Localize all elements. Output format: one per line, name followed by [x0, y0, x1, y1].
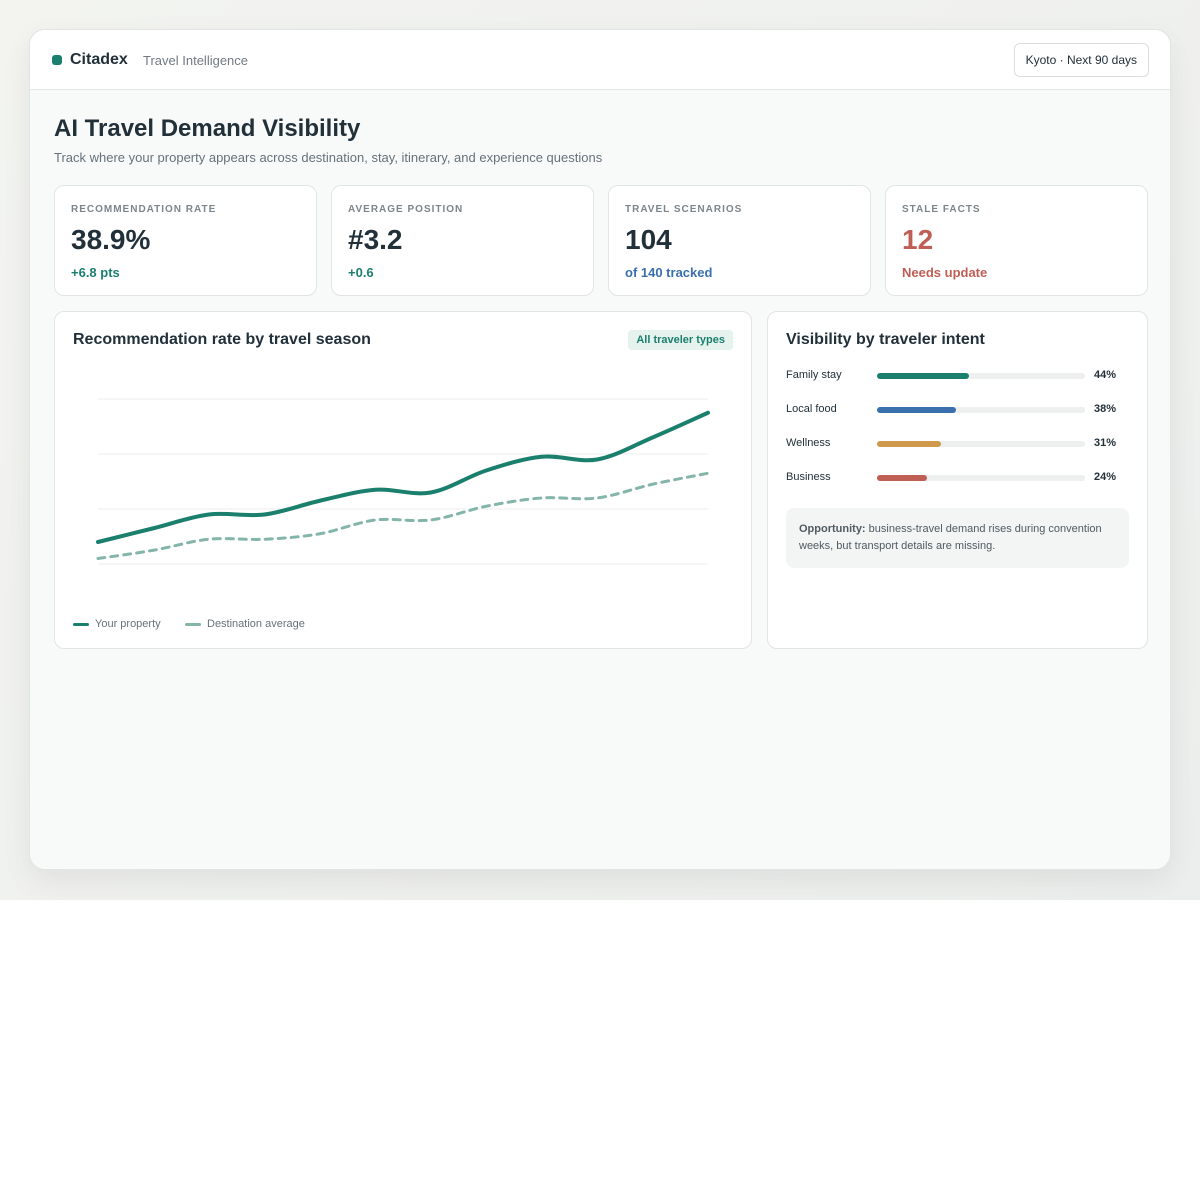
bar-value: 24%: [1094, 471, 1117, 483]
bar-label: Family stay: [786, 369, 842, 381]
filter-button[interactable]: Kyoto · Next 90 days: [1013, 43, 1149, 77]
line-chart: [96, 398, 710, 565]
kpi-card: TRAVEL SCENARIOS 104 of 140 tracked: [608, 185, 871, 296]
legend-swatch: [73, 622, 89, 626]
bar-chart-card: Visibility by traveler intent Opportunit…: [767, 311, 1148, 649]
bar-track: [877, 475, 1085, 481]
kpi-value: 38.9%: [71, 224, 151, 255]
kpi-change: +0.6: [348, 265, 374, 280]
bar: [877, 441, 942, 447]
line-series: [96, 410, 710, 544]
bar-value: 31%: [1094, 437, 1117, 449]
brand-icon: [52, 55, 62, 65]
line-series: [96, 471, 710, 560]
legend-swatch: [185, 622, 201, 626]
page-description: Track where your property appears across…: [54, 150, 603, 165]
kpi-value: #3.2: [348, 224, 403, 255]
kpi-card: STALE FACTS 12 Needs update: [885, 185, 1148, 296]
bar-track: [877, 373, 1085, 379]
legend-item: Your property: [73, 618, 161, 630]
kpi-label: STALE FACTS: [902, 204, 981, 215]
bar-track: [877, 407, 1085, 413]
bar: [877, 373, 969, 379]
kpi-change: of 140 tracked: [625, 265, 713, 280]
bar-label: Wellness: [786, 437, 831, 449]
top-bar: Citadex Travel Intelligence Kyoto · Next…: [30, 30, 1170, 90]
kpi-value: 104: [625, 224, 672, 255]
kpi-label: AVERAGE POSITION: [348, 204, 464, 215]
kpi-card: RECOMMENDATION RATE 38.9% +6.8 pts: [54, 185, 317, 296]
legend-label: Your property: [95, 618, 161, 630]
opportunity-note: Opportunity: business-travel demand rise…: [786, 508, 1129, 568]
line-chart-card: Recommendation rate by travel season All…: [54, 311, 752, 649]
filter-badge[interactable]: All traveler types: [628, 330, 733, 350]
chart-title: Visibility by traveler intent: [786, 331, 985, 348]
app-window: Citadex Travel Intelligence Kyoto · Next…: [29, 29, 1171, 870]
kpi-change: +6.8 pts: [71, 265, 120, 280]
bar: [877, 475, 927, 481]
chart-title: Recommendation rate by travel season: [73, 331, 371, 348]
kpi-label: TRAVEL SCENARIOS: [625, 204, 743, 215]
bar-track: [877, 441, 1085, 447]
brand-subtitle: Travel Intelligence: [143, 53, 249, 68]
note-text: business-travel demand rises during conv…: [799, 523, 1102, 552]
bar-value: 44%: [1094, 369, 1117, 381]
note-label: Opportunity:: [799, 523, 866, 535]
bar-label: Local food: [786, 403, 837, 415]
kpi-card: AVERAGE POSITION #3.2 +0.6: [331, 185, 594, 296]
kpi-change: Needs update: [902, 265, 988, 280]
kpi-value: 12: [902, 224, 934, 255]
bar-label: Business: [786, 471, 831, 483]
bar-value: 38%: [1094, 403, 1117, 415]
brand: Citadex: [70, 51, 128, 68]
legend-item: Destination average: [185, 618, 305, 630]
legend-label: Destination average: [207, 618, 305, 630]
kpi-label: RECOMMENDATION RATE: [71, 204, 217, 215]
bar: [877, 407, 957, 413]
page-title: AI Travel Demand Visibility: [54, 115, 361, 142]
